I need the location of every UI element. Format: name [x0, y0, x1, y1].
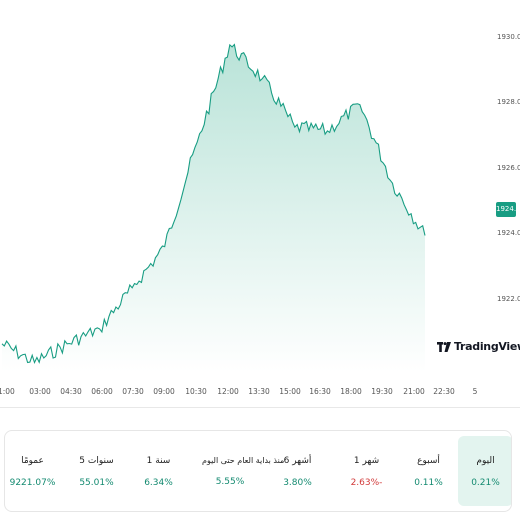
- time-axis-tick: 09:00: [153, 387, 175, 396]
- period-value: 2.63%-: [350, 478, 383, 488]
- period-value: 9221.07%: [9, 478, 56, 488]
- performance-periods: اليوم 0.21% أسبوع 0.11% 1 شهر 2.63%- 6 أ…: [4, 430, 512, 512]
- price-axis-tick: 1926.00: [497, 164, 520, 172]
- price-axis-tick: 1924.00: [497, 229, 520, 237]
- tradingview-icon: [437, 341, 451, 352]
- current-price-badge: 1924.80: [496, 202, 520, 217]
- price-line: [1, 43, 426, 364]
- time-axis-tick: 07:30: [122, 387, 144, 396]
- period-today[interactable]: اليوم 0.21%: [458, 436, 511, 506]
- period-value: 0.21%: [471, 478, 500, 488]
- price-axis-tick: 1928.00: [497, 98, 520, 106]
- period-label: 1 سنة: [146, 456, 171, 466]
- time-axis-tick: 10:30: [185, 387, 207, 396]
- time-axis-tick: 5: [472, 387, 478, 396]
- price-axis-tick: 1922.00: [497, 295, 520, 303]
- period-value: 55.01%: [79, 478, 114, 488]
- price-area-fill: [2, 44, 425, 372]
- time-axis-tick: 04:30: [60, 387, 82, 396]
- period-ytd[interactable]: منذ بداية العام حتى اليوم 5.55%: [202, 436, 285, 506]
- price-axis-tick: 1930.00: [497, 33, 520, 41]
- period-label: منذ بداية العام حتى اليوم: [202, 456, 285, 465]
- period-label: 1 شهر: [353, 456, 380, 466]
- period-all-time[interactable]: عمومًا 9221.07%: [5, 436, 60, 506]
- period-label: 5 سنوات: [79, 456, 114, 466]
- time-axis-tick: 21:00: [403, 387, 425, 396]
- price-chart[interactable]: 1930.00 1928.00 1926.00 1924.00 1922.00 …: [0, 0, 520, 400]
- time-axis-tick: 01:00: [0, 387, 15, 396]
- period-5-years[interactable]: 5 سنوات 55.01%: [69, 436, 124, 506]
- period-value: 0.11%: [414, 478, 443, 488]
- price-chart-svg[interactable]: [0, 0, 520, 400]
- time-axis-tick: 15:00: [279, 387, 301, 396]
- tradingview-logo-text: TradingView: [454, 340, 520, 353]
- time-axis-tick: 18:00: [340, 387, 362, 396]
- tradingview-logo[interactable]: TradingView: [437, 340, 520, 353]
- period-week[interactable]: أسبوع 0.11%: [401, 436, 456, 506]
- time-axis-tick: 03:00: [29, 387, 51, 396]
- time-axis-tick: 12:00: [217, 387, 239, 396]
- period-value: 5.55%: [215, 477, 245, 487]
- time-axis-tick: 06:00: [91, 387, 113, 396]
- period-value: 6.34%: [144, 478, 173, 488]
- time-axis-tick: 16:30: [309, 387, 331, 396]
- time-axis-tick: 19:30: [371, 387, 393, 396]
- period-1-year[interactable]: 1 سنة 6.34%: [131, 436, 186, 506]
- time-axis-tick: 13:30: [248, 387, 270, 396]
- period-value: 3.80%: [283, 478, 312, 488]
- period-label: أسبوع: [417, 456, 440, 466]
- period-6-months[interactable]: 6 أشهر 3.80%: [270, 436, 325, 506]
- period-label: اليوم: [476, 456, 495, 466]
- section-divider: [0, 407, 520, 408]
- period-label: عمومًا: [21, 456, 44, 466]
- time-axis-tick: 22:30: [433, 387, 455, 396]
- period-1-month[interactable]: 1 شهر 2.63%-: [339, 436, 394, 506]
- period-label: 6 أشهر: [283, 456, 312, 466]
